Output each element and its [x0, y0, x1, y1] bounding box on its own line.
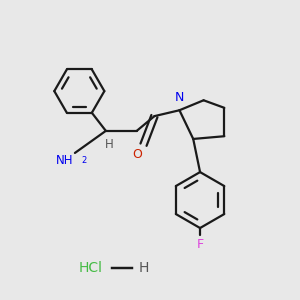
Text: HCl: HCl	[79, 261, 103, 275]
Text: N: N	[175, 91, 184, 104]
Text: NH: NH	[56, 154, 74, 167]
Text: H: H	[138, 261, 148, 275]
Text: O: O	[132, 148, 142, 160]
Text: H: H	[105, 138, 114, 151]
Text: 2: 2	[81, 157, 87, 166]
Text: F: F	[196, 238, 204, 251]
